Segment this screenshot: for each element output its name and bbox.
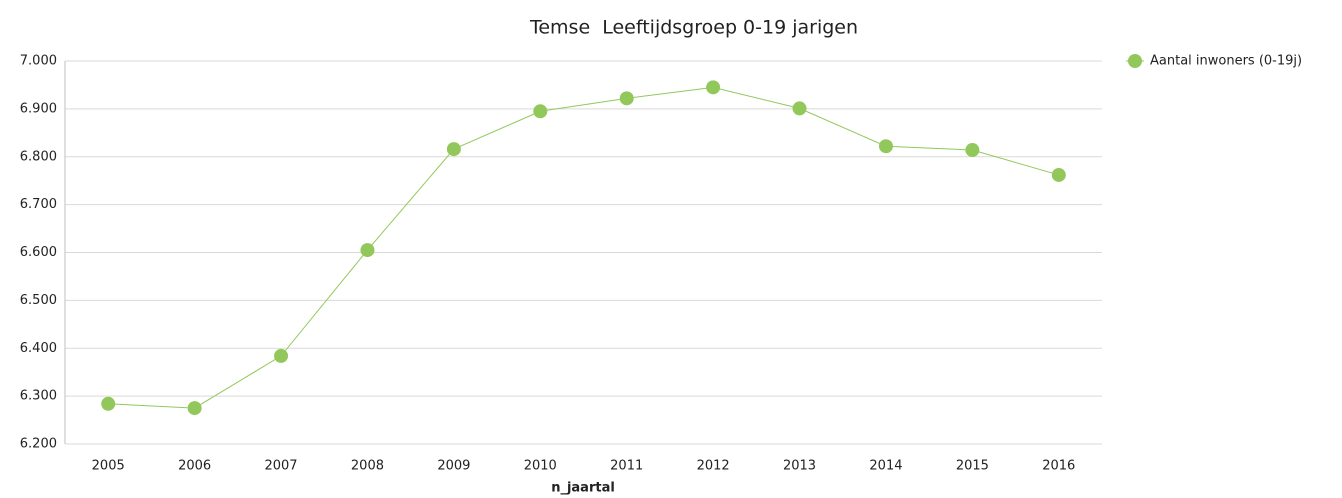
x-tick-label: 2007 — [264, 459, 297, 474]
y-tick-label: 6.600 — [20, 245, 57, 260]
x-tick-label: 2012 — [697, 459, 730, 474]
marker — [619, 91, 634, 106]
marker — [360, 243, 375, 258]
marker — [187, 401, 202, 416]
x-axis-title: n_jaartal — [551, 481, 615, 496]
line — [108, 86, 1059, 409]
marker — [1051, 167, 1066, 182]
legend-marker — [1128, 54, 1142, 68]
y-tick-label: 6.200 — [20, 437, 57, 452]
x-tick-label: 2010 — [524, 459, 557, 474]
marker — [446, 142, 461, 157]
y-tick-label: 6.900 — [20, 101, 57, 116]
x-tick-label: 2008 — [351, 459, 384, 474]
marker — [101, 396, 116, 411]
legend-label: Aantal inwoners (0-19j) — [1150, 54, 1302, 69]
chart-title: Temse Leeftijdsgroep 0-19 jarigen — [529, 17, 858, 39]
x-tick-label: 2006 — [178, 459, 211, 474]
x-tick-label: 2015 — [956, 459, 989, 474]
x-tick-label: 2005 — [92, 459, 125, 474]
marker — [706, 80, 721, 95]
marker — [878, 139, 893, 154]
x-tick-label: 2014 — [869, 459, 902, 474]
y-tick-label: 7.000 — [20, 54, 57, 69]
y-tick-label: 6.400 — [20, 341, 57, 356]
y-tick-label: 6.700 — [20, 197, 57, 212]
x-tick-label: 2009 — [437, 459, 470, 474]
y-tick-label: 6.800 — [20, 149, 57, 164]
marker — [274, 348, 289, 363]
x-tick-label: 2013 — [783, 459, 816, 474]
marker — [792, 101, 807, 116]
marker — [965, 143, 980, 158]
x-tick-label: 2016 — [1042, 459, 1075, 474]
marker — [533, 104, 548, 119]
x-tick-label: 2011 — [610, 459, 643, 474]
y-tick-label: 6.300 — [20, 389, 57, 404]
y-tick-label: 6.500 — [20, 293, 57, 308]
